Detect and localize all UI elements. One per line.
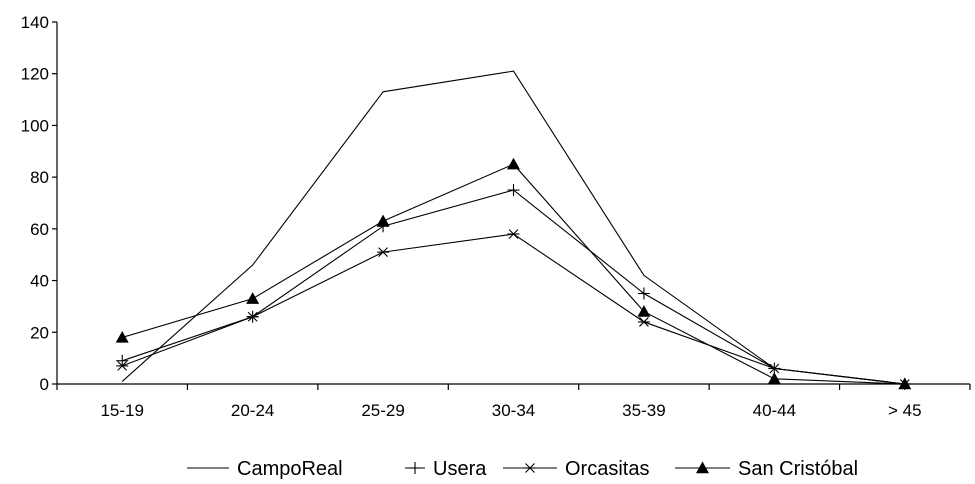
series-usera [116,184,911,390]
legend-item: San Cristóbal [675,458,858,480]
y-tick-label: 60 [30,220,49,239]
legend-label: Orcasitas [565,458,649,480]
x-tick-label: 30-34 [492,401,535,420]
x-tick-label: 35-39 [622,401,665,420]
data-point [767,372,781,385]
legend-marker [409,462,421,474]
chart-axes: 0 20 40 60 80 100 120 140 15-19 20-24 25-29 30-34 35… [21,13,971,420]
asterisk-marker-d2 [247,311,258,322]
legend-item: CampoReal [187,458,343,480]
asterisk-marker-d2 [117,361,128,371]
data-point [116,354,129,367]
data-point [115,330,129,343]
legend-item: Usera [405,458,487,480]
asterisk-marker-d2 [769,363,780,374]
x-tick-label: 20-24 [231,401,274,420]
series-line [122,189,905,385]
asterisk-marker-d2 [508,229,519,239]
y-tick-label: 140 [21,13,49,32]
legend-item: Orcasitas [503,458,649,480]
series-line [122,163,905,385]
y-tick-label: 120 [21,65,49,84]
legend-label: CampoReal [237,458,343,480]
x-tick-label: 15-19 [100,401,143,420]
series-san-crist-bal [115,157,912,390]
asterisk-marker-d2 [639,317,649,327]
legend-marker [696,461,709,474]
series-line [122,233,905,385]
data-point [507,229,520,239]
data-point [637,287,650,300]
data-point [768,363,781,374]
y-tick-label: 40 [30,272,49,291]
series-line [121,70,905,385]
chart-legend: CampoReal Usera Orcasitas San Cristóbal [187,458,858,480]
data-point [637,305,651,317]
data-point [898,377,912,390]
y-tick-label: 20 [30,323,49,342]
data-point [507,157,520,170]
series-orcasitas [116,229,911,389]
data-point [637,317,650,327]
data-point [377,247,390,258]
legend-label: San Cristóbal [738,458,858,480]
asterisk-marker-d2 [525,463,535,473]
asterisk-marker-d2 [378,247,388,258]
y-tick-label: 100 [21,116,49,135]
data-point [376,214,390,227]
x-tick-label: 40-44 [753,401,796,420]
legend-marker [524,463,536,473]
series-camporeal [121,70,905,385]
y-tick-label: 80 [30,168,49,187]
chart-series [115,70,912,390]
y-tick-label: 0 [40,375,49,394]
data-point [246,311,259,322]
data-point [246,292,260,304]
legend-label: Usera [433,458,487,480]
data-point [116,361,129,371]
x-tick-label: > 45 [888,401,922,420]
x-tick-label: 25-29 [361,401,404,420]
data-point [507,184,520,197]
